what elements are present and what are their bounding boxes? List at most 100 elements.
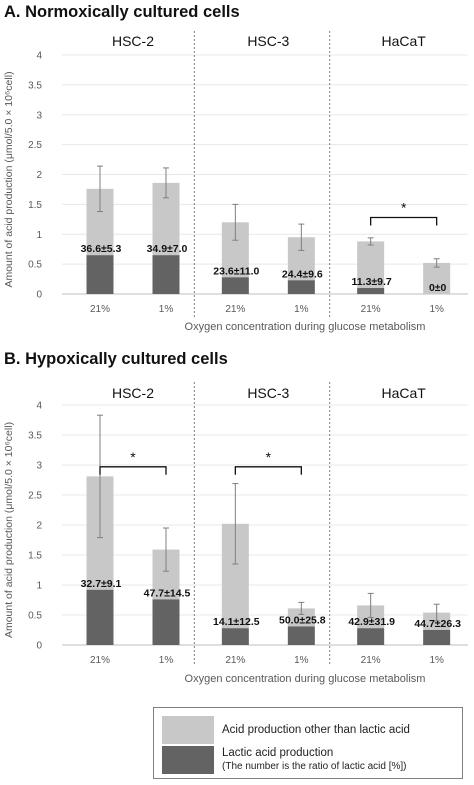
y-tick-label: 4	[36, 401, 42, 412]
error-bar	[298, 223, 305, 251]
error-bar	[232, 203, 239, 241]
error-bar	[97, 414, 103, 539]
data-label: 14.1±12.5	[213, 616, 260, 628]
error-bar	[298, 601, 305, 615]
y-tick-label: 0	[36, 290, 42, 301]
data-label: 11.3±9.7	[352, 276, 392, 288]
x-axis-label: Oxygen concentration during glucose meta…	[185, 673, 426, 685]
data-label: 36.6±5.3	[81, 243, 122, 255]
y-tick-label: 2.5	[28, 140, 42, 151]
bar-segment-lactic	[357, 288, 385, 294]
bar-segment-lactic	[221, 628, 249, 645]
bar-group-hsc-3: HSC-3 14.1±12.5 21% 50.0±25.8 1% *	[213, 385, 326, 666]
significance-marker: *	[401, 200, 407, 216]
data-label: 44.7±26.3	[414, 618, 461, 630]
x-axis-label: Oxygen concentration during glucose meta…	[185, 321, 426, 333]
error-bar	[163, 167, 169, 199]
chart-panel-b: B. Hypoxically cultured cells 0 0.5 1 1.5 2 2.…	[3, 350, 468, 685]
y-tick-label: 0.5	[28, 611, 42, 622]
y-tick-label: 2	[36, 170, 42, 181]
legend: Acid production other than lactic acid L…	[153, 707, 463, 779]
legend-item-other: Acid production other than lactic acid	[162, 716, 410, 744]
x-tick-label: 1%	[159, 655, 174, 666]
x-tick-label: 21%	[225, 304, 245, 315]
y-tick-label: 2.5	[28, 491, 42, 502]
x-tick-label: 1%	[294, 304, 309, 315]
y-axis-label: Amount of acid production (μmol/5.0 × 10…	[3, 422, 15, 638]
bar-segment-lactic	[86, 255, 114, 294]
bar-segment-lactic	[152, 599, 180, 645]
bar-segment-lactic	[86, 589, 114, 645]
y-tick-label: 3	[36, 110, 42, 121]
x-tick-label: 1%	[159, 304, 174, 315]
group-label: HSC-3	[247, 385, 289, 401]
y-tick-label: 3.5	[28, 80, 42, 91]
bar-segment-other	[423, 262, 451, 294]
error-bar	[367, 592, 374, 618]
group-label: HSC-2	[112, 385, 154, 401]
x-tick-label: 21%	[225, 655, 245, 666]
data-label: 47.7±14.5	[144, 587, 191, 599]
group-label: HaCaT	[381, 33, 426, 49]
chart-title: B. Hypoxically cultured cells	[4, 350, 228, 368]
data-label: 50.0±25.8	[279, 614, 326, 626]
error-bar	[97, 165, 103, 213]
y-tick-label: 1.5	[28, 551, 42, 562]
group-label: HaCaT	[381, 385, 426, 401]
y-tick-label: 0	[36, 641, 42, 652]
x-tick-label: 21%	[361, 655, 381, 666]
data-label: 34.9±7.0	[147, 243, 188, 255]
data-label: 24.4±9.6	[282, 268, 323, 280]
significance-bracket: *	[370, 200, 438, 226]
legend-swatch-other	[162, 716, 214, 744]
chart-panel-a: A. Normoxically cultured cells 0 0.5 1 1.5 2 2…	[3, 3, 468, 333]
data-label: 42.9±31.9	[348, 616, 395, 628]
bar-group-hacat: HaCaT 42.9±31.9 21% 44.7±26.3 1%	[348, 385, 461, 666]
legend-label-lactic: Lactic acid production	[222, 747, 334, 759]
error-bar	[433, 603, 440, 622]
legend-item-lactic: Lactic acid production (The number is th…	[162, 746, 407, 774]
significance-bracket: *	[99, 449, 167, 475]
error-bar	[163, 527, 169, 572]
y-tick-label: 4	[36, 51, 42, 62]
x-tick-label: 1%	[429, 655, 444, 666]
y-tick-label: 1.5	[28, 200, 42, 211]
x-tick-label: 1%	[294, 655, 309, 666]
legend-label-other: Acid production other than lactic acid	[222, 723, 410, 736]
bar-segment-lactic	[423, 630, 451, 645]
bar-segment-lactic	[287, 280, 315, 294]
bar-group-hsc-3: HSC-3 23.6±11.0 21% 24.4±9.6 1%	[213, 33, 323, 315]
error-bar	[433, 258, 440, 268]
legend-sublabel-lactic: (The number is the ratio of lactic acid …	[222, 761, 407, 772]
bar-group-hsc-2: HSC-2 32.7±9.1 21% 47.7±14.5 1% *	[81, 385, 191, 666]
bar-segment-other	[287, 608, 315, 627]
y-tick-label: 2	[36, 521, 42, 532]
legend-swatch-lactic	[162, 746, 214, 774]
y-tick-label: 3.5	[28, 431, 42, 442]
bar-segment-lactic	[287, 626, 315, 645]
data-label: 32.7±9.1	[81, 578, 122, 590]
bar-group-hacat: HaCaT 11.3±9.7 21% 0±0 1% *	[352, 33, 451, 315]
bar-segment-lactic	[357, 628, 385, 645]
y-axis-label: Amount of acid production (μmol/5.0 × 10…	[3, 71, 15, 287]
error-bar	[367, 237, 374, 246]
bar-segment-lactic	[152, 255, 180, 294]
error-bar	[232, 483, 239, 565]
x-tick-label: 1%	[429, 304, 444, 315]
y-tick-label: 3	[36, 461, 42, 472]
group-label: HSC-3	[247, 33, 289, 49]
bar-segment-lactic	[221, 277, 249, 294]
y-tick-label: 1	[36, 230, 42, 241]
data-label: 0±0	[429, 282, 447, 294]
y-tick-label: 1	[36, 581, 42, 592]
data-label: 23.6±11.0	[213, 265, 259, 277]
chart-title: A. Normoxically cultured cells	[4, 3, 240, 21]
group-label: HSC-2	[112, 33, 154, 49]
x-tick-label: 21%	[361, 304, 381, 315]
y-tick-label: 0.5	[28, 260, 42, 271]
bar-group-hsc-2: HSC-2 36.6±5.3 21% 34.9±7.0 1%	[81, 33, 188, 315]
significance-bracket: *	[234, 449, 302, 475]
x-tick-label: 21%	[90, 655, 110, 666]
significance-marker: *	[130, 449, 136, 465]
